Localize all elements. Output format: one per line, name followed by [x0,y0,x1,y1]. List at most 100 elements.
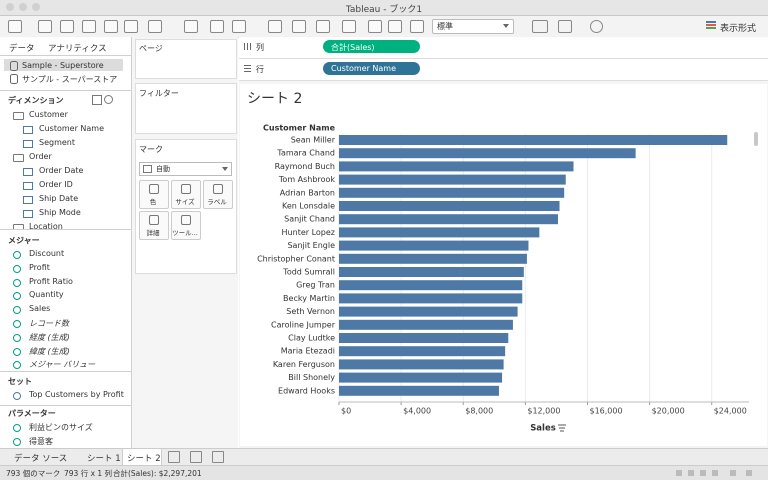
toolbar-icon[interactable] [60,20,74,33]
sort-icon[interactable] [558,424,566,432]
columns-shelf [239,37,768,59]
toolbar-icon[interactable] [104,20,118,33]
dimension-field[interactable]: Customer Name [39,124,105,133]
columns-pill[interactable] [323,40,420,53]
measures-field[interactable]: Profit Ratio [29,276,73,286]
measures-field[interactable]: Profit [29,262,50,272]
mark-button-icon [149,215,159,225]
category-label: Tom Ashbrook [278,175,335,184]
category-label: Caroline Jumper [271,320,336,329]
toolbar-icon[interactable] [410,20,424,33]
category-label: Sanjit Chand [284,215,335,224]
measures-field[interactable]: レコード数 [29,319,69,328]
toolbar-icon[interactable] [232,20,246,33]
folder-name[interactable]: Order [29,152,52,161]
measures-field[interactable]: Quantity [29,290,64,300]
data-tab[interactable]: データ [9,44,35,54]
x-tick-label: $8,000 [465,407,493,416]
toolbar-icon[interactable] [268,20,282,33]
measures-field[interactable]: Sales [29,304,51,314]
folder-name[interactable]: Customer [29,110,68,119]
status-nav[interactable] [676,470,682,476]
sheet-tab[interactable]: シート 1 [87,454,121,464]
x-tick-label: $12,000 [527,407,560,416]
data-source[interactable]: サンプル - スーパーストア [22,75,118,84]
view-size-dropdown[interactable] [432,19,514,34]
category-label: Edward Hooks [278,386,335,395]
search-icon[interactable] [104,95,113,104]
mark-type-dropdown[interactable] [139,162,232,176]
status-nav[interactable] [688,470,694,476]
new-sheet-button[interactable] [212,451,224,463]
show-me-button[interactable]: 表示形式 [720,24,757,34]
mark-button-label: サイズ [175,198,195,206]
toolbar-icon[interactable] [148,20,162,33]
category-label: Greg Tran [296,281,335,290]
measures-field[interactable]: Discount [29,249,65,258]
toolbar-icon[interactable] [82,20,96,33]
measures-field[interactable]: 緯度 (生成) [29,346,70,356]
dimension-field[interactable]: Order ID [39,180,73,189]
rows-pill[interactable] [323,62,420,75]
folder-name[interactable]: Location [29,222,63,231]
toolbar-icon[interactable] [342,20,356,33]
sheet-tabs [0,448,1,449]
toolbar-icon[interactable] [184,20,198,33]
section-title: パラメーター [8,409,56,418]
parameters-field[interactable]: 得意客 [29,436,53,446]
toolbar-icon[interactable] [124,20,138,33]
mark-button-label: ツール... [172,229,198,237]
dimension-icon [23,140,33,148]
field-icon [13,392,21,400]
dimension-field[interactable]: Ship Date [39,194,79,203]
field-icon [13,306,21,315]
data-source[interactable]: Sample - Superstore [22,61,104,70]
toolbar-icon[interactable] [38,20,52,33]
measures-field[interactable]: 経度 (生成) [29,332,70,342]
toolbar-icon[interactable] [532,20,548,33]
toolbar-icon[interactable] [210,20,224,33]
status-nav[interactable] [746,470,752,476]
toolbar-icon[interactable] [316,20,330,33]
analytics-tab[interactable]: アナリティクス [48,44,107,54]
toolbar-icon[interactable] [8,20,22,33]
status-nav[interactable] [730,470,736,476]
sheet-tab-active [122,449,162,465]
toolbar-icon[interactable] [388,20,402,33]
category-label: Adrian Barton [280,188,335,197]
section-divider [0,405,131,406]
status-nav[interactable] [712,470,718,476]
new-sheet-button[interactable] [168,451,180,463]
dimension-field[interactable]: Ship Mode [39,208,81,217]
panel-mask [0,230,131,234]
new-sheet-button[interactable] [190,451,202,463]
x-tick-label: $24,000 [714,407,747,416]
data-source-tab[interactable]: データ ソース [14,454,68,464]
category-label: Christopher Conant [257,254,335,263]
rows-icon [244,65,251,72]
mark-buttons [0,0,1,1]
toolbar-icon[interactable] [590,20,603,33]
measures-field[interactable]: メジャー バリュー [29,360,96,370]
mark-button-icon [213,184,223,194]
toolbar-icon[interactable] [368,20,382,33]
bar [339,240,529,251]
toolbar-icon[interactable] [558,20,572,33]
field-icon [13,361,21,370]
category-label: Becky Martin [283,294,335,303]
traffic-lights [6,3,46,12]
bar [339,372,503,383]
search-icon[interactable] [92,95,102,105]
status-nav[interactable] [700,470,706,476]
dimension-field[interactable]: Order Date [39,166,84,175]
sheet-tab[interactable]: シート 2 [127,454,161,464]
sets-field[interactable]: Top Customers by Profit [29,390,124,399]
toolbar-icon[interactable] [292,20,306,33]
pages-card [135,39,237,79]
mark-type-icon [143,165,152,173]
dimension-field[interactable]: Segment [39,138,75,147]
bar [339,148,636,159]
dimension-icon [23,210,33,218]
field-icon [13,347,21,356]
parameters-field[interactable]: 利益ビンのサイズ [29,423,93,432]
